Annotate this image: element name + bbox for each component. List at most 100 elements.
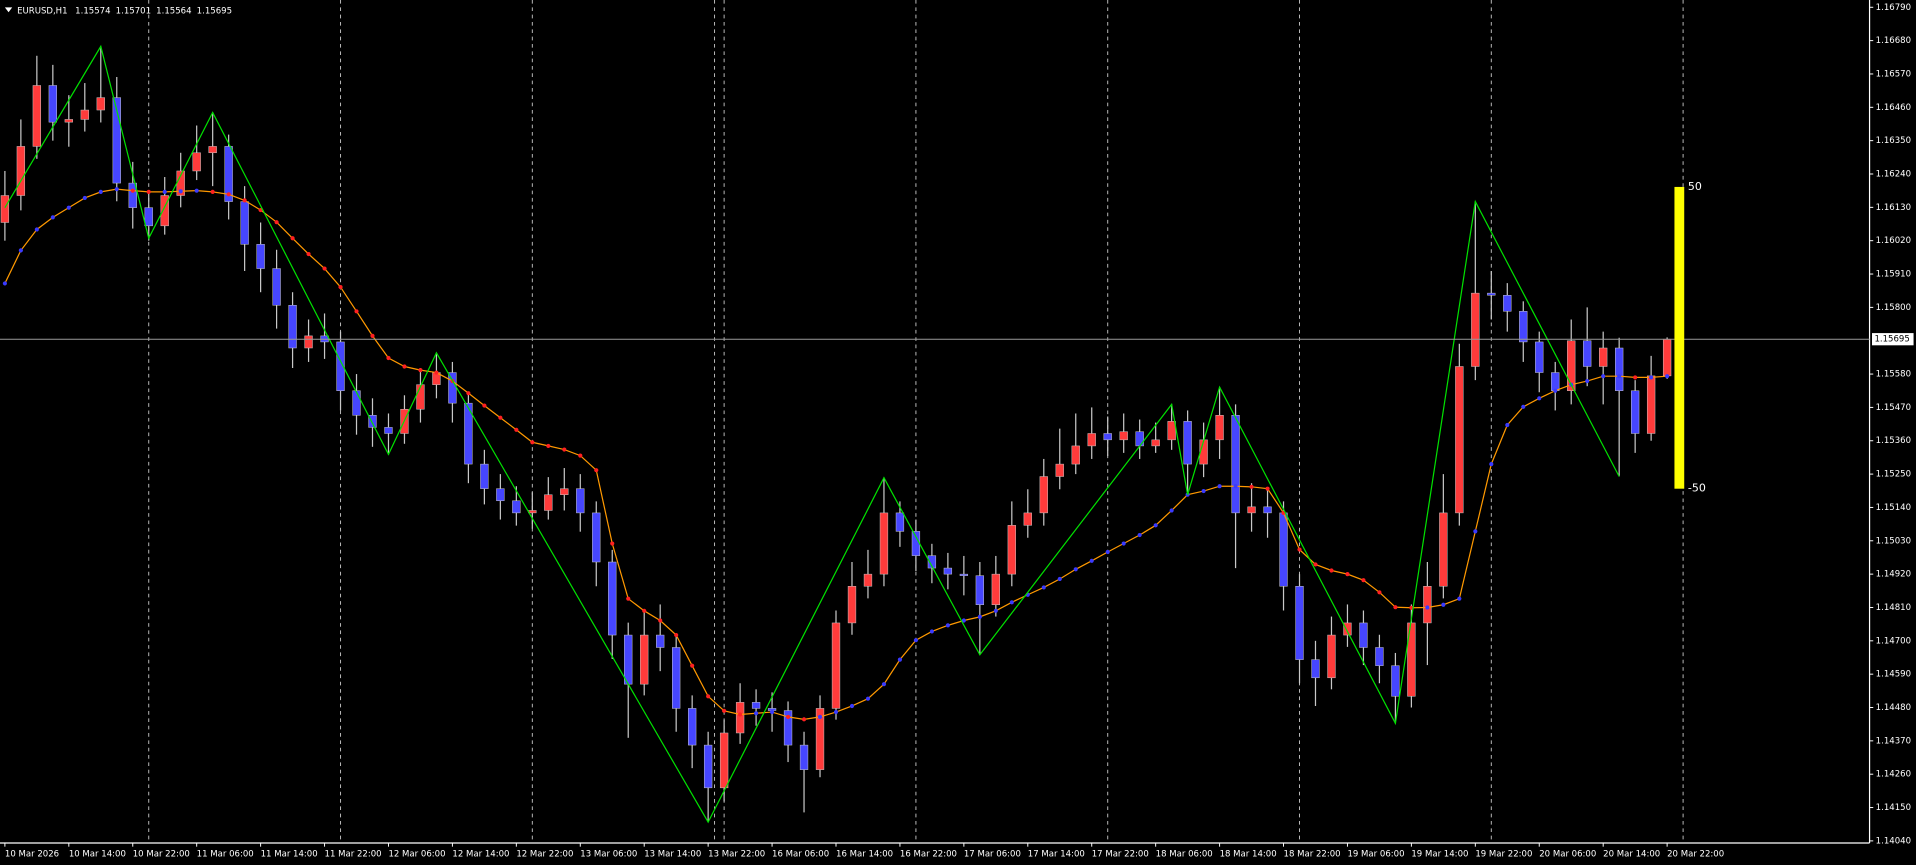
x-tick-label: 18 Mar 06:00 [1156, 850, 1213, 860]
ma-marker [226, 192, 231, 197]
y-tick-label: 1.14040 [1876, 836, 1911, 846]
candle-body [0, 195, 10, 223]
ma-marker [897, 657, 903, 662]
ma-marker [1249, 484, 1254, 489]
candle-body [384, 427, 393, 434]
y-tick-label: 1.16570 [1876, 69, 1911, 79]
current-price-box [1872, 333, 1914, 346]
ma-marker [2, 281, 7, 286]
candle-body [416, 384, 425, 410]
candle-body [128, 182, 137, 208]
candle-body [1630, 390, 1640, 434]
symbol: EURUSD,H1 [17, 6, 67, 16]
zigzag [4, 44, 1620, 824]
ma-marker [1457, 596, 1462, 601]
ma-marker [642, 608, 647, 613]
x-tick-label: 17 Mar 06:00 [964, 850, 1021, 860]
gauge-bar [1674, 186, 1685, 489]
x-tick-label: 17 Mar 22:00 [1092, 850, 1149, 860]
candle-body [1295, 586, 1304, 660]
ma-marker [1393, 605, 1398, 610]
candle-body [1135, 431, 1144, 447]
ma-marker [1489, 462, 1494, 467]
ma-marker [1057, 576, 1062, 582]
ma-marker [242, 198, 247, 203]
candle-body [1247, 506, 1256, 514]
ma-marker [929, 629, 934, 634]
menu-triangle[interactable] [4, 7, 13, 13]
ma-marker [146, 189, 151, 194]
candle-body [1551, 372, 1560, 391]
candle-body [959, 573, 969, 576]
candle-body [879, 512, 889, 575]
candle-body [1279, 512, 1288, 587]
candle-body [16, 146, 26, 196]
ma-marker [785, 714, 791, 719]
x-tick-label: 20 Mar 06:00 [1539, 850, 1596, 860]
ma-marker [402, 364, 407, 369]
ma-marker [1201, 488, 1206, 494]
ma-marker [1009, 600, 1014, 605]
y-tick-label: 1.16020 [1876, 236, 1911, 246]
ma-marker [290, 236, 295, 241]
candle-body [1055, 463, 1064, 477]
ma-marker [881, 682, 887, 687]
candle-body [1375, 647, 1384, 666]
candle-body [160, 195, 169, 227]
ma-marker [1313, 562, 1318, 567]
candle-body [1231, 415, 1240, 514]
ma-marker [130, 188, 135, 193]
chart-title: EURUSD,H1 1.15574 1.15701 1.15564 1.1569… [17, 6, 232, 16]
x-tick-label: 12 Mar 06:00 [388, 850, 445, 860]
ma-marker [1665, 374, 1670, 379]
ma-marker [338, 284, 343, 290]
ma-marker [961, 618, 966, 623]
y-tick-label: 1.16460 [1876, 103, 1911, 113]
candle-body [112, 97, 121, 184]
candle-body [1007, 525, 1016, 575]
ma-marker [1585, 378, 1590, 384]
ma-marker [754, 711, 759, 716]
ma-marker [274, 220, 279, 225]
candle-body [480, 463, 489, 489]
ma-marker [849, 703, 855, 709]
candle-body [1023, 512, 1032, 526]
candle-body [1535, 341, 1544, 373]
candle-body [592, 512, 601, 563]
ma-marker [769, 709, 775, 715]
ma-marker [1297, 547, 1302, 552]
y-tick-label: 1.16130 [1876, 203, 1911, 213]
ma-marker [690, 663, 695, 668]
candle-body [272, 268, 281, 306]
candle-body [1087, 433, 1096, 447]
candle-body [144, 207, 153, 227]
y-tick-label: 1.14150 [1876, 803, 1911, 813]
candle-body [464, 402, 473, 465]
ma-marker [1153, 523, 1158, 528]
ma-marker [1633, 375, 1638, 380]
ma-marker [354, 309, 359, 314]
ma-marker [738, 712, 743, 717]
y-tick-label: 1.15140 [1876, 503, 1911, 513]
ma-marker [578, 453, 583, 458]
y-tick-label: 1.15030 [1876, 536, 1911, 546]
candle-body [1646, 375, 1656, 434]
ma-marker [34, 227, 39, 232]
candle-body [1471, 292, 1480, 367]
y-tick-label: 1.15250 [1876, 470, 1911, 480]
candle-body [1423, 586, 1432, 624]
candle-body [1327, 634, 1336, 679]
candle-body [1151, 439, 1160, 447]
candle-body [640, 634, 649, 685]
ma-marker [1329, 568, 1334, 573]
ma-marker [993, 608, 998, 613]
x-tick-label: 11 Mar 22:00 [325, 850, 382, 860]
ma-marker [865, 696, 871, 701]
x-tick-label: 16 Mar 14:00 [836, 850, 893, 860]
candle-body [1103, 433, 1112, 441]
ma-marker [306, 251, 311, 257]
low: 1.15564 [156, 6, 191, 16]
y-tick-label: 1.14700 [1876, 636, 1911, 646]
